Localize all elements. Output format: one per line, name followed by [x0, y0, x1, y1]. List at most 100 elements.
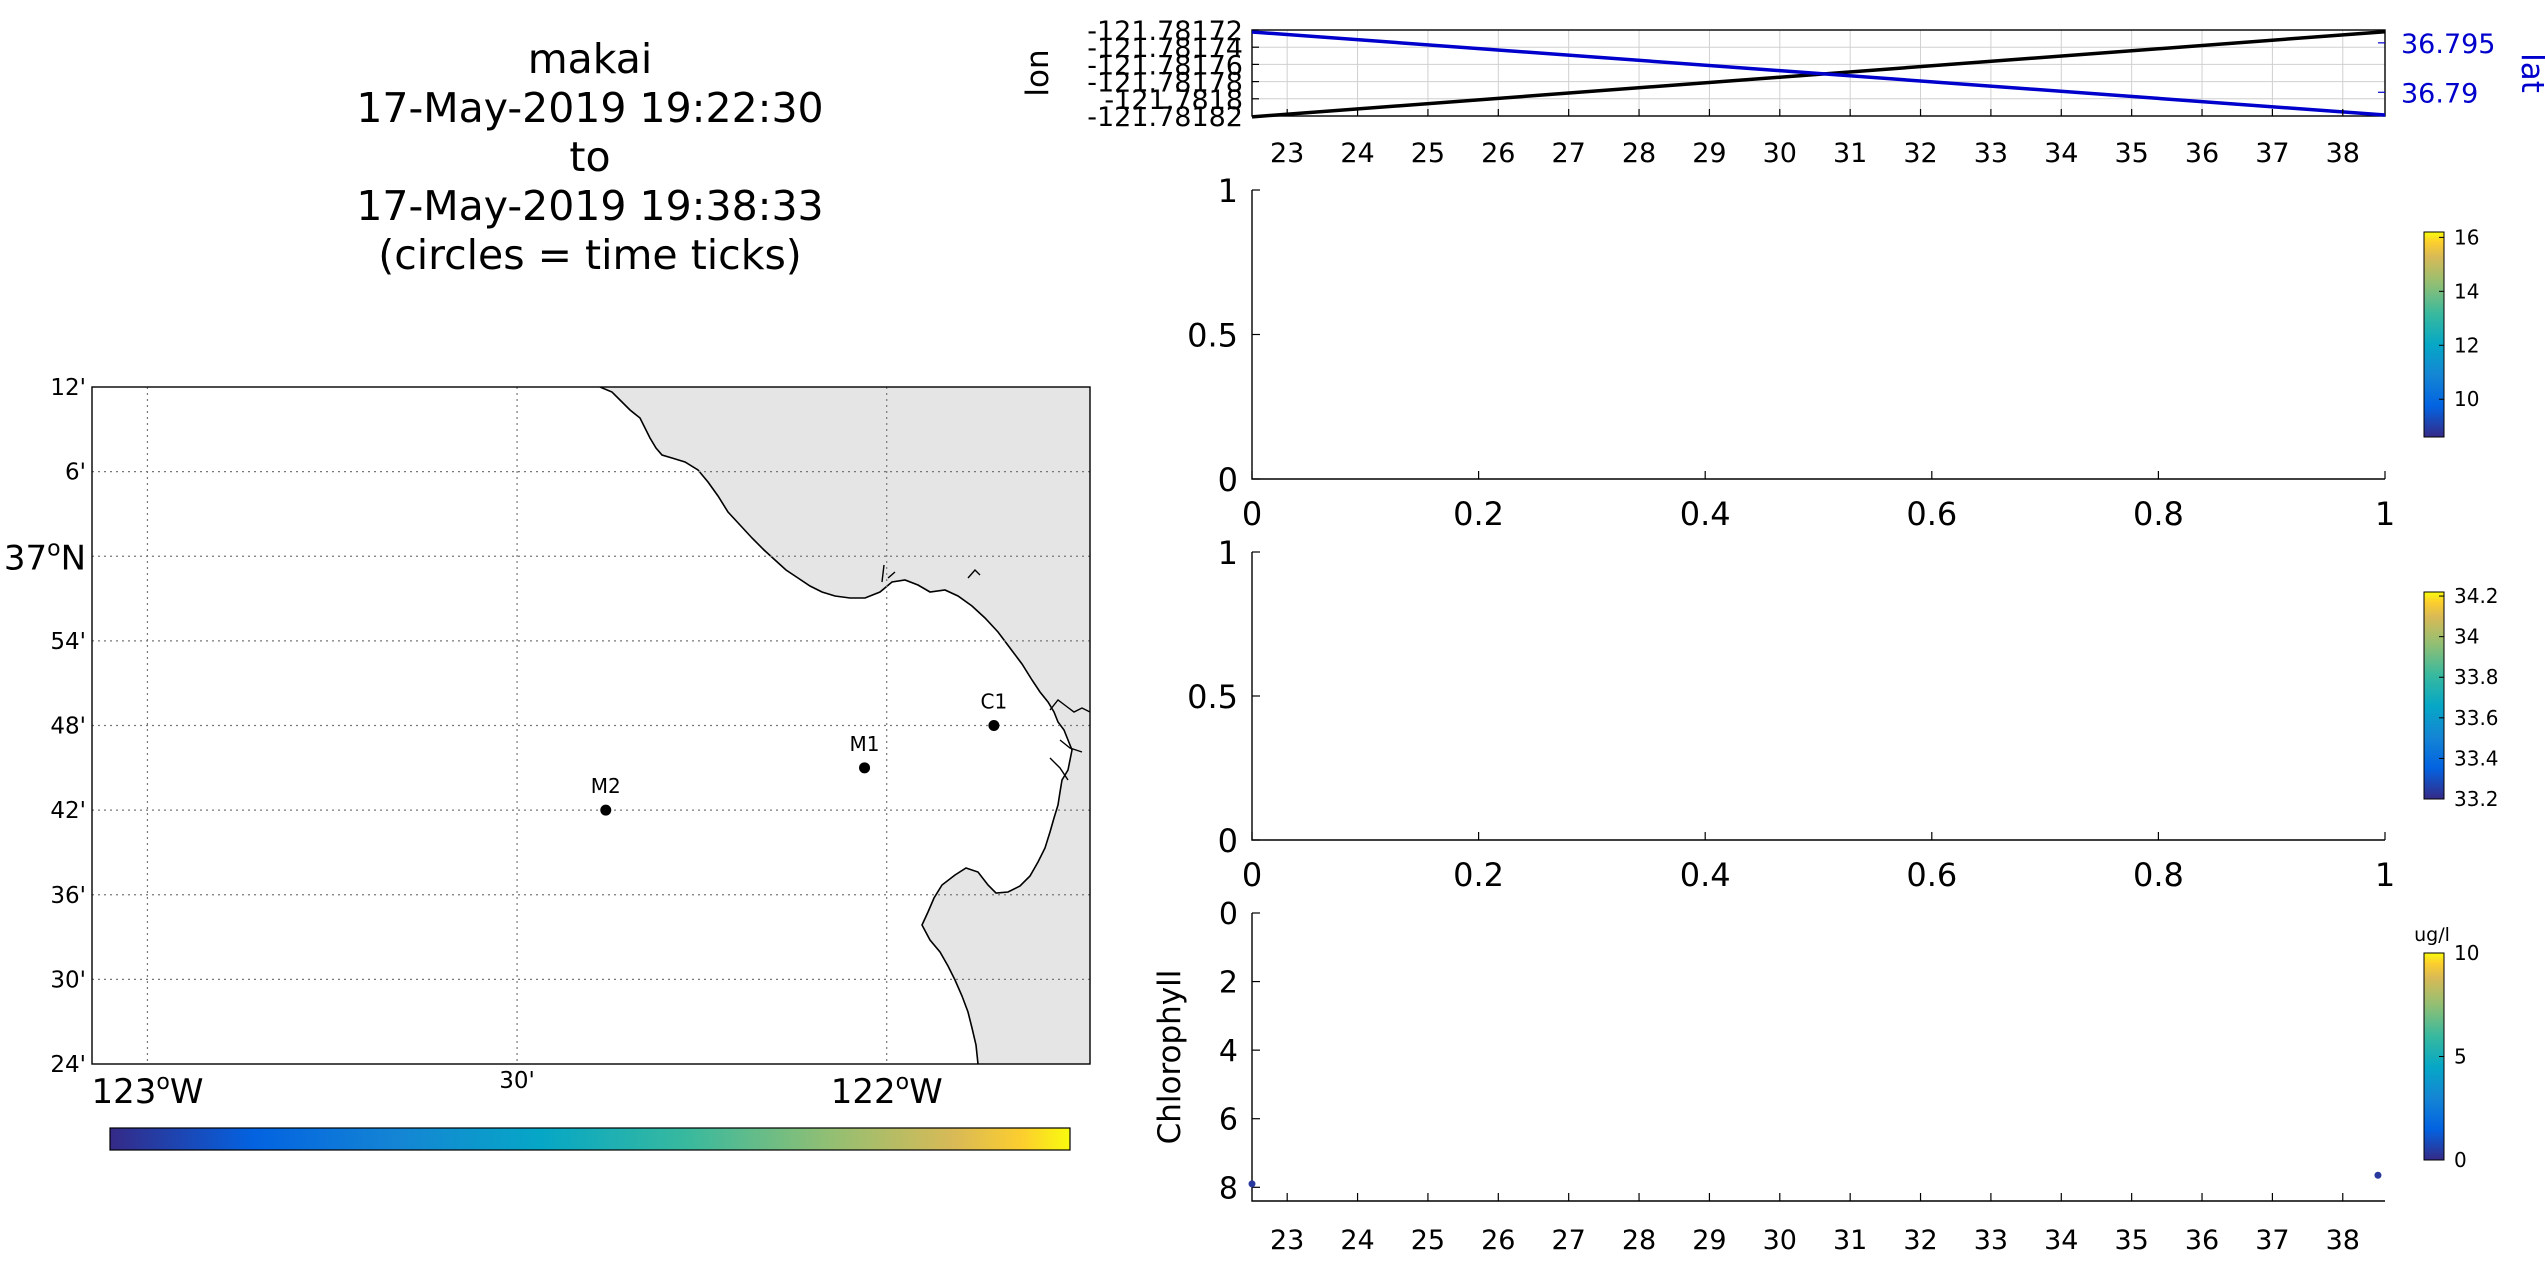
- position-series: [1251, 29, 2386, 119]
- lat-series-line: [1251, 30, 2386, 117]
- map-lon-label: 122oW: [831, 1070, 943, 1112]
- station-label-c1: C1: [981, 690, 1008, 714]
- temperature-ytick-label: 0.5: [1187, 317, 1238, 355]
- chlorophyll-xtick-label: 38: [2326, 1225, 2360, 1256]
- salinity-colorbar-tick-label: 34.2: [2454, 584, 2499, 608]
- position-lon-tick-label: -121.78172: [1087, 16, 1243, 47]
- chlorophyll-ytick-label: 0: [1219, 897, 1238, 932]
- station-marker-m1: [859, 762, 871, 774]
- position-xtick-label: 30: [1763, 138, 1797, 169]
- temperature-colorbar-tick-label: 12: [2454, 333, 2479, 357]
- salinity-ytick-label: 0.5: [1187, 678, 1238, 716]
- position-ylabel: lon: [1020, 49, 1056, 96]
- position-xtick-label: 36: [2185, 138, 2219, 169]
- chlorophyll-xtick-label: 29: [1692, 1225, 1726, 1256]
- position-xtick-label: 37: [2255, 138, 2289, 169]
- position-y2label: lat: [2514, 53, 2545, 93]
- temperature-ytick-label: 1: [1218, 172, 1238, 210]
- position-lat-tick-label: 36.795: [2401, 29, 2495, 60]
- chlorophyll-xtick-label: 27: [1551, 1225, 1585, 1256]
- temperature-ticks: 0 0.2 0.4 0.6 0.8 1 0 0.5 1: [1187, 172, 2395, 533]
- map-lat-label: 37oN: [4, 536, 86, 578]
- salinity-colorbar-tick-label: 33.8: [2454, 665, 2499, 689]
- map-lat-label: 12': [50, 375, 86, 401]
- position-lon-ticks: -121.78172-121.78174-121.78176-121.78178…: [1087, 16, 1259, 133]
- temperature-xtick-label: 0: [1242, 495, 1262, 533]
- station-marker-m2: [600, 804, 612, 816]
- map-lat-label: 48': [50, 714, 86, 740]
- salinity-colorbar-tick-label: 34: [2454, 625, 2479, 649]
- salinity-xtick-label: 0.2: [1453, 856, 1504, 894]
- map-stations: M2 M1 C1: [591, 690, 1007, 816]
- position-lon-tick-label: -121.78176: [1087, 50, 1243, 81]
- position-lon-tick-label: -121.78174: [1087, 33, 1243, 64]
- position-xtick-label: 29: [1692, 138, 1726, 169]
- chlorophyll-point: [2374, 1171, 2382, 1179]
- station-label-m2: M2: [591, 774, 621, 798]
- salinity-ticks: 0 0.2 0.4 0.6 0.8 1 0 0.5 1: [1187, 534, 2395, 894]
- chlorophyll-xtick-label: 37: [2255, 1225, 2289, 1256]
- figure-title: makai 17-May-2019 19:22:30 to 17-May-201…: [290, 35, 890, 280]
- salinity-axes: [1251, 552, 2385, 841]
- salinity-panel: 0 0.2 0.4 0.6 0.8 1 0 0.5 1 33.2 33.4 33.6 33.8 34 34…: [1187, 534, 2498, 894]
- position-lat-ticks: 36.795 36.79: [2378, 29, 2495, 109]
- elkhorn-slough-inlet: [881, 564, 1090, 781]
- chlorophyll-colorbar-unit: ug/l: [2414, 924, 2450, 946]
- position-time-ticks: 23 24 25 26 27 28 29 30 31 32 33 34 35 36 37 38: [1270, 109, 2360, 169]
- salinity-colorbar-tick-label: 33.4: [2454, 746, 2499, 770]
- map-coastline: [599, 387, 1073, 1064]
- salinity-colorbar-tick-label: 33.6: [2454, 706, 2499, 730]
- station-marker-c1: [988, 720, 1000, 731]
- position-lat-tick-label: 36.79: [2401, 78, 2478, 109]
- title-to: to: [569, 133, 611, 181]
- map-lon-label: 30': [499, 1068, 535, 1094]
- position-frame: [1251, 29, 2386, 117]
- chlorophyll-xtick-label: 24: [1340, 1225, 1374, 1256]
- salinity-ytick-label: 0: [1218, 822, 1238, 860]
- title-vehicle: makai: [527, 35, 653, 83]
- position-xtick-label: 38: [2326, 138, 2360, 169]
- salinity-xtick-label: 0: [1242, 856, 1262, 894]
- chlorophyll-colorbar-ticks: 0 5 10: [2439, 941, 2479, 1172]
- title-note: (circles = time ticks): [378, 231, 802, 279]
- temperature-xtick-label: 0.4: [1680, 495, 1731, 533]
- chlorophyll-axes: [1251, 913, 2385, 1202]
- temperature-colorbar-tick-label: 16: [2454, 225, 2479, 249]
- map-lat-label: 24': [50, 1052, 86, 1078]
- chlorophyll-xtick-label: 23: [1270, 1225, 1304, 1256]
- chlorophyll-ytick-label: 8: [1219, 1171, 1238, 1206]
- chlorophyll-xtick-label: 28: [1622, 1225, 1656, 1256]
- map-lat-label: 54': [50, 629, 86, 655]
- salinity-colorbar-tick-label: 33.2: [2454, 787, 2499, 811]
- temperature-colorbar: [2423, 231, 2445, 438]
- salinity-ytick-label: 1: [1218, 534, 1238, 572]
- chlorophyll-xtick-label: 25: [1411, 1225, 1445, 1256]
- salinity-xtick-label: 1: [2375, 856, 2395, 894]
- map-panel: 12' 6' 37oN 54' 48' 42' 36' 30' 24' 123oW 30' 122o…: [4, 375, 1091, 1151]
- position-lon-tick-label: -121.7818: [1104, 85, 1243, 116]
- chlorophyll-colorbar-tick-label: 0: [2454, 1148, 2467, 1172]
- map-lat-label: 36': [50, 883, 86, 909]
- temperature-xtick-label: 0.6: [1906, 495, 1957, 533]
- chlorophyll-ytick-label: 4: [1219, 1034, 1238, 1069]
- position-xtick-label: 23: [1270, 138, 1304, 169]
- chlorophyll-xtick-label: 35: [2114, 1225, 2148, 1256]
- chlorophyll-xtick-label: 34: [2044, 1225, 2078, 1256]
- position-xtick-label: 24: [1340, 138, 1374, 169]
- chlorophyll-ylabel: Chlorophyll: [1152, 970, 1188, 1145]
- position-xtick-label: 27: [1551, 138, 1585, 169]
- position-xtick-label: 31: [1833, 138, 1867, 169]
- chlorophyll-ytick-label: 2: [1219, 966, 1238, 1001]
- title-start-time: 17-May-2019 19:22:30: [356, 84, 824, 132]
- map-lon-label: 123oW: [91, 1070, 203, 1112]
- chlorophyll-point: [1248, 1180, 1256, 1188]
- chlorophyll-xtick-label: 31: [1833, 1225, 1867, 1256]
- position-xtick-label: 33: [1974, 138, 2008, 169]
- temperature-colorbar-ticks: 10 12 14 16: [2439, 225, 2479, 411]
- map-graticule: [92, 387, 1090, 1064]
- map-colorbar: [109, 1127, 1071, 1151]
- temperature-axes: [1251, 190, 2385, 480]
